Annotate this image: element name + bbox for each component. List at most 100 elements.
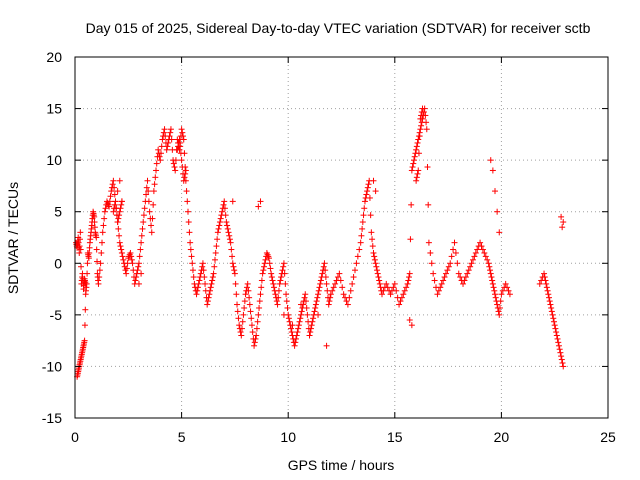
data-point xyxy=(224,225,231,232)
data-point xyxy=(183,188,190,195)
data-point xyxy=(116,232,123,239)
data-point xyxy=(554,335,561,342)
chart-title: Day 015 of 2025, Sidereal Day-to-day VTE… xyxy=(86,20,591,36)
data-point xyxy=(170,160,177,167)
data-point xyxy=(329,287,336,294)
data-point xyxy=(186,229,193,236)
data-point xyxy=(375,274,382,281)
x-tick-label: 10 xyxy=(280,429,296,445)
data-point xyxy=(247,308,254,315)
data-point xyxy=(78,263,85,270)
data-point xyxy=(86,244,93,251)
data-point xyxy=(489,280,496,287)
data-point xyxy=(157,157,164,164)
data-point xyxy=(415,167,422,174)
data-point xyxy=(315,287,322,294)
data-point xyxy=(232,280,239,287)
data-point xyxy=(541,270,548,277)
data-point xyxy=(359,225,366,232)
y-tick-label: 0 xyxy=(54,255,62,271)
data-point xyxy=(418,109,425,116)
data-point xyxy=(178,157,185,164)
data-point xyxy=(193,291,200,298)
data-point xyxy=(114,219,121,226)
data-point xyxy=(350,274,357,281)
data-point xyxy=(284,304,291,311)
data-point xyxy=(551,322,558,329)
data-point xyxy=(307,329,314,336)
data-point xyxy=(546,294,553,301)
y-tick-label: 10 xyxy=(46,152,62,168)
data-point xyxy=(123,270,130,277)
data-point xyxy=(408,167,415,174)
data-point xyxy=(372,260,379,267)
data-point xyxy=(171,164,178,171)
data-point xyxy=(496,229,503,236)
data-point xyxy=(238,332,245,339)
data-point xyxy=(200,267,207,274)
data-point xyxy=(249,329,256,336)
data-point xyxy=(178,126,185,133)
data-point xyxy=(204,298,211,305)
data-point xyxy=(543,284,550,291)
data-point xyxy=(222,212,229,219)
data-point xyxy=(214,229,221,236)
data-point xyxy=(487,267,494,274)
data-point xyxy=(398,294,405,301)
data-point xyxy=(383,280,390,287)
data-point xyxy=(150,188,157,195)
data-point xyxy=(216,222,223,229)
data-point xyxy=(550,315,557,322)
data-point xyxy=(294,329,301,336)
data-point xyxy=(380,287,387,294)
data-point xyxy=(106,198,113,205)
data-point xyxy=(83,280,90,287)
data-point xyxy=(376,280,383,287)
data-point xyxy=(548,308,555,315)
data-point xyxy=(128,253,135,260)
data-point xyxy=(116,239,123,246)
data-point xyxy=(487,270,494,277)
data-point xyxy=(141,205,148,212)
y-tick-label: 20 xyxy=(46,49,62,65)
data-point xyxy=(221,198,228,205)
data-point xyxy=(144,177,151,184)
data-point xyxy=(431,277,438,284)
data-point xyxy=(179,164,186,171)
data-point xyxy=(484,256,491,263)
data-point xyxy=(374,270,381,277)
data-point xyxy=(199,260,206,267)
data-point xyxy=(234,308,241,315)
data-point xyxy=(158,143,165,150)
data-point xyxy=(228,246,235,253)
data-point xyxy=(164,143,171,150)
data-point xyxy=(336,270,343,277)
data-point xyxy=(468,260,475,267)
data-point xyxy=(559,224,566,231)
axis-ticks xyxy=(74,56,609,419)
data-point xyxy=(187,246,194,253)
data-point xyxy=(556,346,563,353)
data-point xyxy=(489,277,496,284)
data-point xyxy=(211,263,218,270)
data-point xyxy=(221,205,228,212)
data-point xyxy=(129,260,136,267)
data-point xyxy=(445,263,452,270)
data-point xyxy=(390,284,397,291)
data-point xyxy=(77,246,84,253)
data-point xyxy=(155,146,162,153)
data-point xyxy=(223,219,230,226)
data-point xyxy=(209,277,216,284)
data-point xyxy=(267,265,274,272)
data-point xyxy=(275,294,282,301)
data-point xyxy=(229,260,236,267)
data-point xyxy=(276,280,283,287)
data-point xyxy=(230,263,237,270)
data-point xyxy=(353,260,360,267)
data-point xyxy=(344,301,351,308)
data-point xyxy=(492,294,499,301)
data-point xyxy=(479,246,486,253)
data-point xyxy=(215,225,222,232)
data-point xyxy=(283,298,290,305)
data-point xyxy=(108,188,115,195)
